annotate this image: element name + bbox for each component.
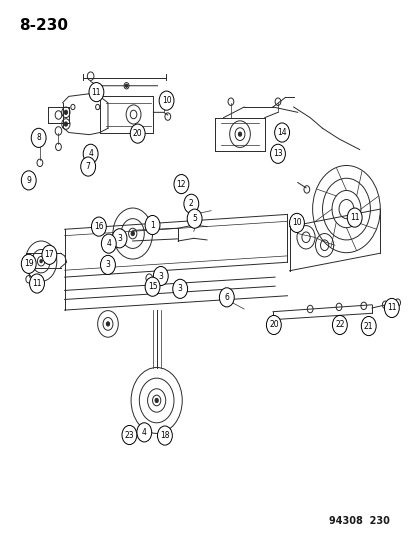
Circle shape	[106, 322, 109, 326]
Text: 12: 12	[176, 180, 186, 189]
Text: 94308  230: 94308 230	[328, 516, 389, 526]
Text: 20: 20	[268, 320, 278, 329]
Text: 23: 23	[124, 431, 134, 440]
Circle shape	[145, 277, 159, 296]
Text: 4: 4	[106, 239, 111, 248]
Circle shape	[219, 288, 234, 307]
Circle shape	[159, 91, 173, 110]
Circle shape	[153, 266, 168, 286]
Circle shape	[266, 316, 280, 335]
Circle shape	[89, 83, 104, 102]
Text: 13: 13	[273, 149, 282, 158]
Text: 3: 3	[177, 284, 182, 293]
Circle shape	[270, 144, 285, 164]
Text: 4: 4	[142, 428, 146, 437]
Circle shape	[40, 260, 42, 263]
Circle shape	[21, 254, 36, 273]
Circle shape	[131, 231, 134, 236]
Text: 21: 21	[363, 321, 373, 330]
Text: 18: 18	[160, 431, 169, 440]
Circle shape	[173, 174, 188, 193]
Text: 9: 9	[26, 176, 31, 185]
Text: 10: 10	[292, 219, 301, 228]
Circle shape	[238, 132, 241, 136]
Circle shape	[29, 274, 44, 293]
Text: 15: 15	[147, 282, 157, 291]
Circle shape	[183, 194, 198, 213]
Circle shape	[145, 215, 159, 235]
Circle shape	[384, 298, 398, 318]
Circle shape	[137, 423, 151, 442]
Circle shape	[101, 234, 116, 253]
Text: 11: 11	[349, 213, 358, 222]
Text: 14: 14	[277, 128, 286, 137]
Circle shape	[361, 317, 375, 336]
Text: 19: 19	[24, 260, 33, 268]
Circle shape	[91, 217, 106, 236]
Text: 3: 3	[105, 261, 110, 269]
Circle shape	[81, 157, 95, 176]
Circle shape	[122, 425, 137, 445]
Text: 20: 20	[133, 129, 142, 138]
Circle shape	[21, 171, 36, 190]
Text: 8-230: 8-230	[19, 18, 68, 33]
Circle shape	[42, 245, 57, 264]
Circle shape	[31, 128, 46, 148]
Circle shape	[112, 229, 127, 248]
Text: 3: 3	[158, 272, 163, 280]
Circle shape	[64, 122, 67, 126]
Text: 7: 7	[85, 162, 90, 171]
Text: 11: 11	[32, 279, 42, 288]
Text: 2: 2	[188, 199, 193, 208]
Circle shape	[172, 279, 187, 298]
Text: 10: 10	[161, 96, 171, 105]
Text: 8: 8	[36, 133, 41, 142]
Circle shape	[187, 209, 202, 228]
Circle shape	[130, 124, 145, 143]
Text: 4: 4	[88, 149, 93, 158]
Text: 22: 22	[334, 320, 344, 329]
Text: 11: 11	[386, 303, 396, 312]
Circle shape	[100, 255, 115, 274]
Circle shape	[347, 208, 361, 227]
Text: 5: 5	[192, 214, 197, 223]
Text: 1: 1	[150, 221, 154, 230]
Circle shape	[154, 398, 158, 402]
Text: 11: 11	[91, 87, 101, 96]
Circle shape	[332, 316, 347, 335]
Text: 3: 3	[117, 234, 122, 243]
Circle shape	[83, 144, 98, 164]
Circle shape	[274, 123, 289, 142]
Text: 16: 16	[94, 222, 104, 231]
Text: 6: 6	[224, 293, 229, 302]
Circle shape	[289, 213, 304, 232]
Text: 17: 17	[45, 251, 54, 260]
Circle shape	[125, 84, 128, 87]
Circle shape	[157, 426, 172, 445]
Circle shape	[64, 110, 67, 115]
